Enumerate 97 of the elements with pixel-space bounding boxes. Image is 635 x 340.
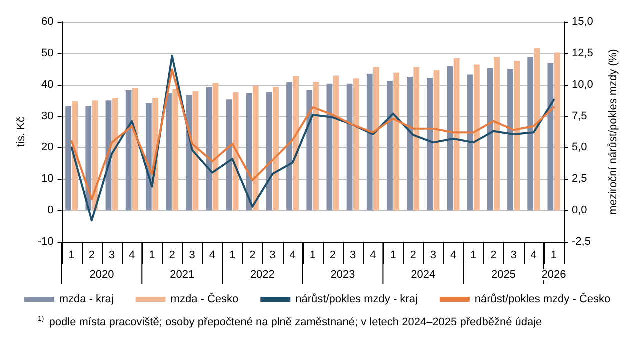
- bar: [467, 74, 474, 211]
- x-tick-label: 2: [410, 250, 416, 262]
- text: 2025: [491, 269, 516, 281]
- bar: [346, 84, 353, 211]
- y-tick-label: 30: [42, 110, 54, 122]
- bar: [166, 93, 172, 211]
- y-tick-label: 60: [42, 16, 54, 28]
- bar: [508, 69, 514, 211]
- bar: [353, 78, 360, 211]
- bar: [273, 87, 279, 211]
- bar: [447, 66, 454, 211]
- x-tick-label: 3: [108, 250, 116, 262]
- y-tick-label: 10: [42, 173, 54, 186]
- bar: [487, 68, 494, 211]
- bar: [494, 57, 500, 211]
- x-tick-label: 1: [229, 250, 236, 262]
- line-series: [70, 54, 555, 222]
- x-tick-label: 4: [530, 250, 537, 262]
- bar: [554, 52, 560, 211]
- legend-label: nárůst/pokles mzdy - kraj: [296, 294, 418, 306]
- x-tick-label: 2: [88, 250, 95, 262]
- bar: [534, 48, 540, 211]
- bar: [387, 81, 393, 211]
- x-tick-label: 2: [169, 250, 176, 262]
- bar: [126, 90, 132, 211]
- y2-tick-label: 2,5: [572, 173, 588, 186]
- bar: [454, 58, 460, 211]
- x-tick-label: 4: [370, 250, 376, 262]
- x-tick-label: 3: [270, 250, 276, 262]
- bar: [366, 74, 373, 211]
- y2-tick-label: 0,0: [572, 204, 588, 217]
- bar: [313, 82, 320, 211]
- bar: [206, 87, 212, 211]
- x-tick-label: 4: [209, 250, 216, 262]
- x-tick-label: 2: [490, 250, 497, 262]
- y-tick-label: 40: [42, 78, 54, 91]
- y2-tick-label: 12,5: [572, 47, 594, 60]
- bar: [172, 88, 179, 211]
- line-series: [70, 68, 555, 200]
- y2-tick-label: 15,0: [572, 16, 594, 28]
- bar: [514, 60, 520, 211]
- y2-tick-label: 10,0: [572, 78, 594, 91]
- y-tick-label: 20: [42, 142, 54, 154]
- x-tick-label: 1: [470, 250, 477, 262]
- y-tick-label: -10: [38, 236, 54, 248]
- bar: [474, 64, 480, 211]
- bar: [192, 91, 199, 211]
- y-axis-title: tis. Kč: [16, 116, 28, 147]
- x-tick-label: 3: [430, 250, 436, 262]
- x-tick-label: 1: [310, 250, 316, 262]
- x-tick-label: 4: [129, 250, 136, 262]
- y2-tick-label: 5,0: [572, 142, 588, 154]
- y-tick-label: 0: [48, 204, 54, 217]
- y2-tick-label: 7,5: [572, 110, 588, 122]
- y2-tick-label: -2,5: [572, 236, 591, 248]
- bar: [132, 88, 138, 211]
- x-tick-label: 1: [550, 250, 558, 262]
- bar: [246, 93, 252, 211]
- bar: [326, 84, 333, 211]
- x-tick-label: 2: [250, 250, 256, 262]
- x-tick-label: 3: [189, 250, 196, 262]
- bar: [232, 92, 239, 211]
- bar: [407, 77, 413, 211]
- bar: [434, 70, 440, 211]
- text: 2024: [411, 269, 436, 281]
- x-tick-label: 2: [330, 250, 336, 262]
- bar: [374, 67, 380, 211]
- text: 2021: [170, 269, 195, 281]
- bar: [306, 90, 313, 211]
- x-tick-label: 4: [290, 250, 296, 262]
- bar: [252, 86, 259, 211]
- x-tick-label: 1: [149, 250, 156, 262]
- legend-label: nárůst/pokles mzdy - Česko: [474, 292, 611, 306]
- bar: [333, 76, 340, 211]
- y-tick-label: 50: [42, 47, 54, 60]
- bar: [427, 78, 434, 211]
- x-tick-label: 1: [390, 250, 396, 262]
- bar: [528, 57, 534, 211]
- bar: [293, 76, 300, 211]
- text: 2023: [330, 269, 356, 281]
- legend-label: mzda - kraj: [59, 294, 114, 306]
- x-tick-label: 4: [450, 250, 457, 262]
- legend-label: mzda - Česko: [170, 292, 239, 306]
- bar: [286, 82, 292, 211]
- bar: [266, 92, 272, 211]
- text: 2026: [542, 269, 566, 281]
- bar: [548, 63, 554, 211]
- x-tick-label: 3: [510, 250, 517, 262]
- y2-axis-title: meziroční nárůst/pokles mzdy (%): [608, 49, 620, 215]
- bar: [414, 67, 420, 211]
- bar: [212, 83, 219, 211]
- bar: [394, 72, 400, 211]
- text: 2022: [250, 269, 275, 281]
- x-tick-label: 3: [350, 250, 356, 262]
- x-tick-label: 1: [68, 250, 75, 262]
- bar: [66, 106, 72, 211]
- text: 2020: [90, 269, 114, 281]
